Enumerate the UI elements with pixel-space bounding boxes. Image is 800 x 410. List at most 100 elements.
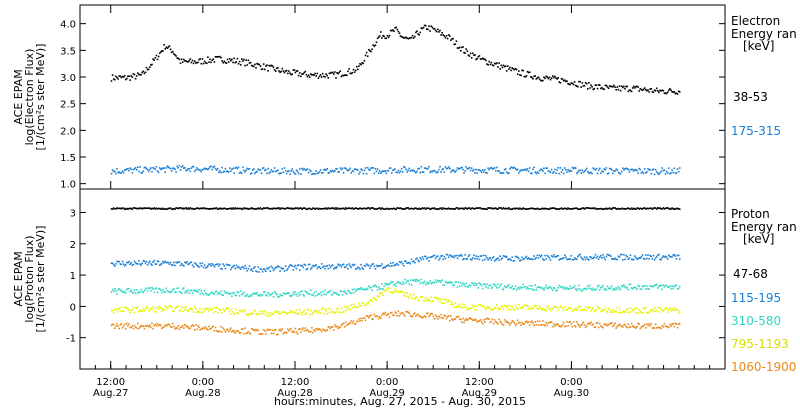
proton-point-1060-1900 (518, 321, 520, 324)
electron-point-175-315 (408, 167, 411, 170)
proton-point-795-1193 (678, 310, 681, 313)
proton-point-310-580 (320, 294, 323, 297)
proton-point-795-1193 (582, 308, 585, 311)
proton-point-47-68 (129, 207, 131, 210)
electron-point-38-53 (641, 89, 644, 91)
proton-point-1060-1900 (454, 318, 457, 320)
electron-point-175-315 (117, 171, 119, 174)
proton-point-1060-1900 (487, 318, 489, 320)
proton-point-1060-1900 (391, 311, 393, 314)
proton-point-47-68 (325, 207, 327, 209)
proton-point-310-580 (208, 294, 210, 296)
proton-point-115-195 (370, 265, 372, 267)
proton-point-115-195 (676, 254, 679, 257)
proton-point-47-68 (431, 207, 434, 209)
proton-point-47-68 (492, 207, 495, 210)
proton-point-1060-1900 (652, 327, 655, 329)
proton-point-310-580 (520, 286, 522, 288)
proton-point-310-580 (624, 286, 626, 288)
proton-point-115-195 (117, 260, 119, 263)
proton-point-795-1193 (388, 287, 391, 290)
electron-point-175-315 (442, 168, 444, 170)
proton-point-115-195 (208, 263, 210, 266)
electron-point-38-53 (536, 77, 539, 79)
proton-point-115-195 (327, 267, 330, 270)
electron-point-38-53 (174, 54, 176, 56)
electron-point-38-53 (360, 63, 362, 66)
proton-point-310-580 (221, 294, 223, 296)
electron-point-175-315 (473, 168, 475, 171)
proton-point-310-580 (462, 282, 464, 285)
proton-point-115-195 (488, 257, 490, 260)
proton-point-795-1193 (267, 315, 269, 317)
proton-point-1060-1900 (236, 329, 239, 332)
electron-point-38-53 (316, 72, 319, 75)
proton-point-795-1193 (223, 310, 226, 312)
proton-point-115-195 (335, 267, 337, 270)
proton-point-795-1193 (307, 308, 310, 311)
proton-point-1060-1900 (346, 324, 348, 327)
proton-point-1060-1900 (548, 322, 551, 324)
proton-point-47-68 (333, 207, 335, 209)
electron-point-38-53 (639, 88, 642, 90)
proton-point-310-580 (360, 286, 362, 289)
electron-point-38-53 (632, 85, 635, 88)
proton-point-1060-1900 (272, 332, 275, 335)
proton-point-1060-1900 (568, 321, 570, 324)
electron-point-175-315 (441, 168, 443, 171)
proton-point-795-1193 (169, 305, 172, 307)
electron-point-175-315 (523, 168, 526, 171)
proton-point-310-580 (403, 283, 405, 285)
electron-point-175-315 (313, 173, 315, 175)
proton-point-795-1193 (676, 309, 679, 311)
proton-point-115-195 (541, 254, 543, 257)
proton-point-1060-1900 (455, 316, 458, 318)
proton-point-47-68 (400, 207, 403, 210)
electron-point-175-315 (353, 168, 356, 170)
electron-point-38-53 (333, 73, 335, 75)
proton-point-1060-1900 (299, 328, 301, 330)
proton-point-115-195 (618, 256, 621, 258)
proton-point-795-1193 (624, 311, 626, 314)
electron-point-38-53 (418, 34, 420, 36)
proton-point-47-68 (244, 207, 246, 210)
proton-point-115-195 (305, 268, 308, 271)
proton-point-115-195 (330, 265, 333, 267)
electron-point-38-53 (151, 63, 153, 66)
proton-point-115-195 (141, 262, 143, 265)
proton-point-47-68 (341, 207, 344, 210)
proton-point-47-68 (149, 207, 151, 209)
proton-point-310-580 (627, 288, 630, 291)
proton-point-795-1193 (643, 308, 646, 310)
proton-point-1060-1900 (383, 313, 385, 316)
proton-point-115-195 (220, 267, 222, 270)
proton-point-1060-1900 (618, 323, 621, 326)
electron-point-175-315 (573, 166, 576, 169)
proton-point-47-68 (446, 208, 449, 210)
proton-point-795-1193 (362, 302, 365, 304)
proton-point-795-1193 (172, 310, 174, 313)
proton-point-115-195 (646, 257, 648, 260)
electron-panel-frame (79, 4, 726, 190)
proton-point-115-195 (299, 269, 301, 271)
proton-point-47-68 (488, 207, 490, 209)
proton-point-115-195 (592, 257, 594, 259)
electron-point-175-315 (118, 171, 120, 173)
proton-point-47-68 (569, 208, 571, 210)
proton-point-1060-1900 (353, 322, 356, 325)
proton-point-115-195 (670, 255, 672, 258)
electron-point-175-315 (642, 172, 645, 175)
proton-point-310-580 (562, 288, 565, 290)
electron-point-175-315 (163, 167, 165, 169)
proton-point-1060-1900 (352, 320, 355, 322)
proton-point-1060-1900 (519, 322, 521, 324)
electron-point-38-53 (293, 69, 296, 71)
proton-point-47-68 (443, 207, 446, 210)
proton-point-795-1193 (547, 305, 550, 307)
proton-point-795-1193 (374, 298, 377, 301)
proton-point-1060-1900 (289, 328, 291, 331)
electron-point-175-315 (314, 173, 316, 175)
electron-point-38-53 (218, 55, 220, 58)
proton-point-795-1193 (270, 312, 273, 314)
proton-point-310-580 (485, 286, 487, 288)
